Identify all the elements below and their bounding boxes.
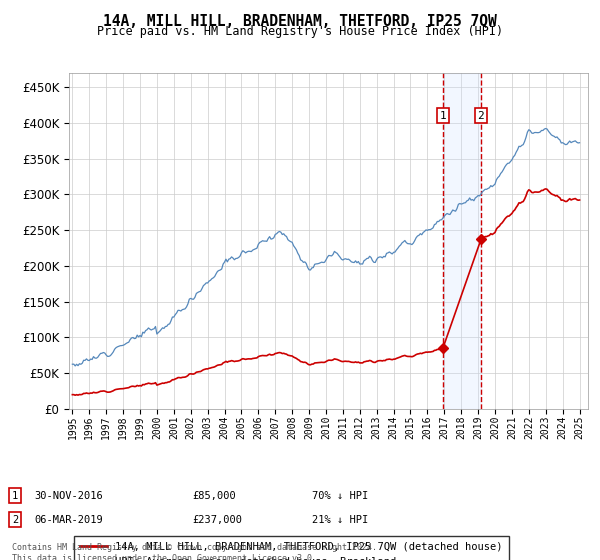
Text: 2: 2 [12,515,18,525]
Legend: 14A, MILL HILL, BRADENHAM, THETFORD, IP25 7QW (detached house), HPI: Average pri: 14A, MILL HILL, BRADENHAM, THETFORD, IP2… [74,535,509,560]
Text: 1: 1 [440,111,446,121]
Bar [443,73,481,409]
Text: 06-MAR-2019: 06-MAR-2019 [35,515,104,525]
Text: £237,000: £237,000 [192,515,242,525]
Text: Contains HM Land Registry data © Crown copyright and database right 2024.
This d: Contains HM Land Registry data © Crown c… [12,543,377,560]
Text: 1: 1 [12,491,18,501]
Text: £85,000: £85,000 [192,491,236,501]
Text: 21% ↓ HPI: 21% ↓ HPI [312,515,368,525]
Text: 2: 2 [478,111,484,121]
Text: Price paid vs. HM Land Registry's House Price Index (HPI): Price paid vs. HM Land Registry's House … [97,25,503,38]
Text: 30-NOV-2016: 30-NOV-2016 [35,491,104,501]
Text: 14A, MILL HILL, BRADENHAM, THETFORD, IP25 7QW: 14A, MILL HILL, BRADENHAM, THETFORD, IP2… [103,14,497,29]
Text: 70% ↓ HPI: 70% ↓ HPI [312,491,368,501]
